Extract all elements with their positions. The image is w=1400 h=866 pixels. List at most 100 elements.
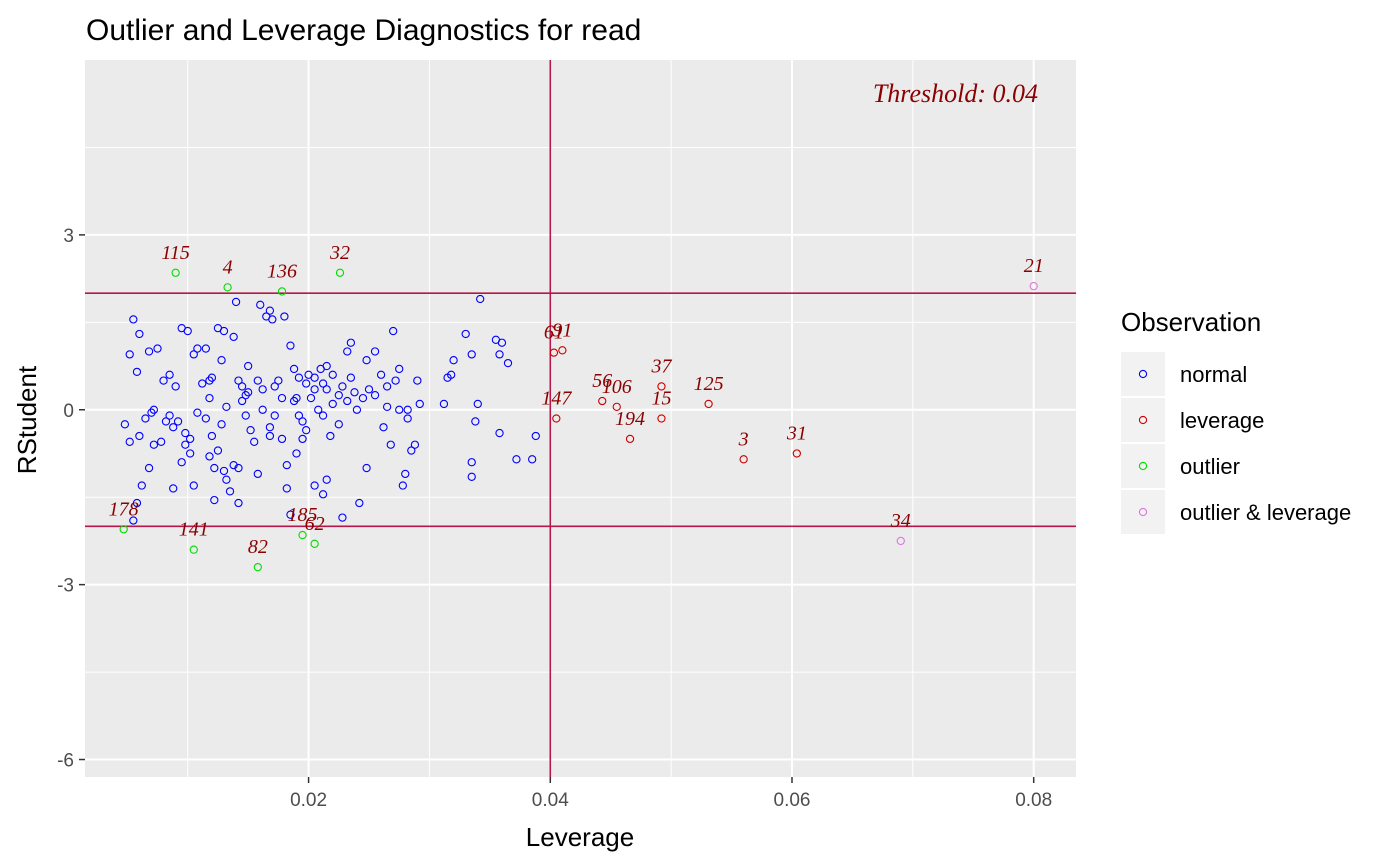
threshold-lines [85, 60, 1076, 777]
normal-point [294, 373, 304, 382]
leverage-point [598, 396, 607, 406]
normal-point [234, 376, 243, 385]
normal-point [265, 431, 275, 441]
x-axis-title: Leverage [526, 822, 634, 852]
normal-point [229, 332, 238, 342]
normal-point [129, 516, 138, 525]
normal-point [161, 417, 171, 426]
normal-point [270, 411, 279, 420]
outlier-point [253, 562, 262, 572]
normal-point [292, 449, 301, 458]
x-tick-label: 0.02 [290, 790, 327, 811]
legend-label: normal [1180, 362, 1247, 387]
normal-point [395, 364, 404, 374]
leverage-point [657, 382, 666, 391]
point-label: 61 [544, 322, 564, 344]
normal-point [346, 373, 356, 382]
normal-point [237, 382, 247, 391]
legend-label: outlier [1180, 454, 1240, 479]
normal-point [225, 487, 235, 496]
normal-point [370, 391, 380, 400]
normal-point [169, 484, 178, 493]
normal-point [355, 498, 364, 508]
point-label: 4 [223, 256, 233, 278]
normal-point [183, 326, 192, 336]
point-label: 178 [109, 498, 139, 520]
normal-point [471, 417, 480, 426]
normal-point [250, 437, 259, 446]
normal-point [413, 376, 422, 385]
legend-label: leverage [1180, 408, 1264, 433]
y-tick-label: 3 [63, 226, 74, 247]
legend-symbol [1138, 369, 1148, 379]
normal-point [189, 481, 198, 490]
normal-point [495, 350, 504, 359]
normal-point [298, 434, 307, 444]
leverage-point [549, 348, 559, 357]
normal-point [310, 373, 319, 382]
point-label: 3 [738, 428, 749, 450]
point-label: 37 [650, 355, 672, 377]
outlier-point [171, 268, 180, 277]
normal-point [401, 469, 410, 479]
point-label: 21 [1024, 255, 1044, 277]
normal-point [189, 350, 198, 359]
normal-point [282, 484, 291, 493]
normal-point [207, 373, 217, 382]
normal-point [217, 420, 226, 429]
legend-key [1121, 398, 1165, 442]
leverage-point [625, 434, 635, 444]
normal-point [447, 370, 456, 379]
point-label: 194 [615, 408, 645, 430]
normal-point [467, 350, 476, 359]
normal-point [256, 300, 265, 309]
normal-point [253, 469, 262, 479]
normal-point [265, 423, 275, 432]
outlier-point [335, 268, 345, 277]
normal-point [391, 376, 400, 385]
legend-key [1121, 490, 1165, 534]
normal-point [237, 396, 247, 406]
normal-point [165, 370, 174, 379]
leverage-point [792, 449, 801, 458]
normal-point [415, 399, 424, 409]
point-label: 141 [179, 519, 209, 541]
legend: Observation normal leverage outlier outlier… [1121, 307, 1351, 534]
normal-point [205, 393, 214, 403]
chart-title: Outlier and Leverage Diagnostics for rea… [86, 14, 641, 47]
point-label: 106 [602, 376, 632, 398]
normal-point [473, 399, 482, 409]
normal-point [286, 510, 295, 519]
data-points [119, 268, 1038, 572]
normal-point [395, 405, 404, 414]
normal-point [144, 347, 154, 356]
legend-title: Observation [1121, 307, 1261, 337]
normal-point [386, 440, 395, 449]
normal-point [244, 361, 253, 371]
normal-point [219, 326, 229, 336]
normal-point [294, 411, 304, 420]
normal-point [198, 379, 207, 388]
plot-panel [85, 60, 1076, 777]
legend-key [1121, 352, 1165, 396]
normal-point [382, 382, 392, 391]
normal-point [403, 405, 412, 414]
normal-point [314, 405, 323, 414]
normal-point [461, 329, 470, 339]
point-label: 32 [329, 242, 350, 264]
point-label: 82 [248, 536, 268, 558]
leverage-point [704, 399, 713, 409]
normal-point [258, 405, 267, 414]
outlier-point [310, 539, 319, 548]
y-axis-title: RStudent [12, 365, 42, 474]
normal-point [407, 446, 416, 455]
leverage-point [657, 414, 666, 423]
threshold-annotation: Threshold: 0.04 [873, 79, 1038, 108]
normal-point [322, 385, 331, 394]
normal-point [205, 452, 214, 461]
normal-point [328, 370, 337, 379]
point-label: 34 [890, 510, 911, 532]
normal-point [467, 472, 476, 481]
